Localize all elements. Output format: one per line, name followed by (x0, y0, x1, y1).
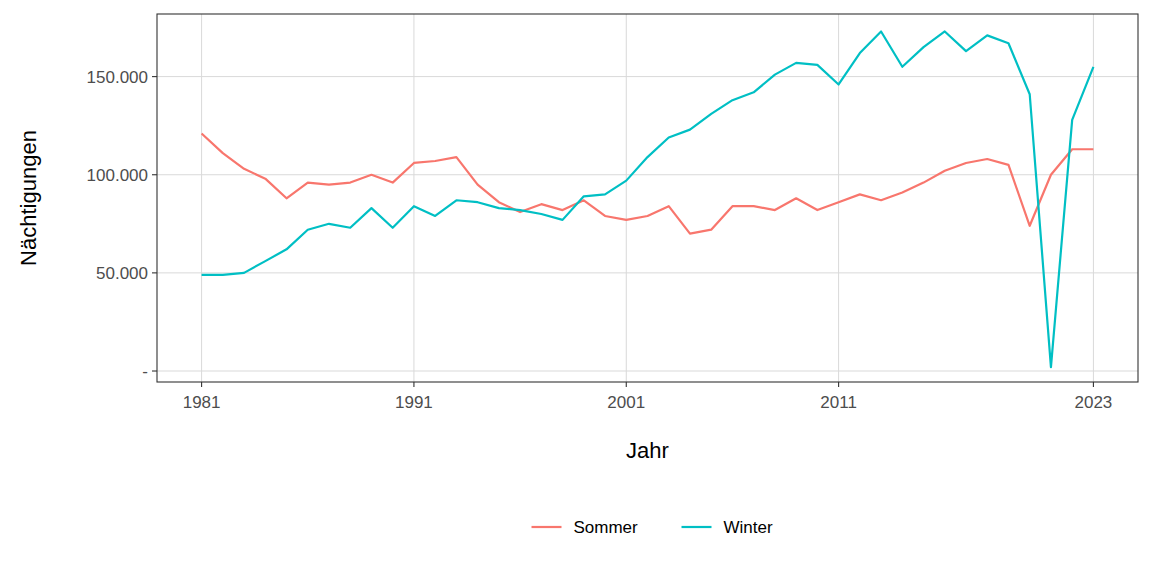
grid-line (157, 272, 1138, 273)
series-line (202, 31, 1094, 367)
series-group (202, 31, 1094, 367)
grid-line (157, 371, 1138, 372)
tick-mark (1093, 382, 1094, 387)
tick-mark (201, 382, 202, 387)
grid-line (838, 14, 839, 382)
tick-label: 150.000 (87, 68, 148, 87)
axis-title: Jahr (626, 438, 669, 463)
grid-line (201, 14, 202, 382)
tick-mark (152, 272, 157, 273)
tick-mark (413, 382, 414, 387)
grid-line (157, 174, 1138, 175)
plot-frame (157, 14, 1138, 382)
tick-label: - (142, 362, 148, 381)
tick-label: 1981 (183, 393, 221, 412)
tick-mark (152, 76, 157, 77)
grid-line (413, 14, 414, 382)
axis-title: Nächtigungen (16, 130, 41, 266)
background (0, 0, 1152, 576)
tick-label: 2011 (820, 393, 857, 412)
tick-mark (626, 382, 627, 387)
legend-swatch (532, 526, 562, 528)
grid-line (157, 76, 1138, 77)
chart: - 50.000 100.000 150.000 1981 1991 2001 2011 202… (0, 0, 1152, 576)
tick-mark (152, 174, 157, 175)
legend-label: Sommer (574, 518, 639, 537)
tick-label: 50.000 (96, 264, 148, 283)
tick-label: 2023 (1074, 393, 1112, 412)
tick-mark (152, 370, 157, 371)
legend-label: Winter (724, 518, 773, 537)
tick-label: 1991 (395, 393, 433, 412)
tick-mark (838, 382, 839, 387)
tick-label: 2001 (607, 393, 645, 412)
grid-line (626, 14, 627, 382)
tick-label: 100.000 (87, 166, 148, 185)
legend-swatch (682, 526, 712, 528)
series-line (202, 134, 1094, 234)
